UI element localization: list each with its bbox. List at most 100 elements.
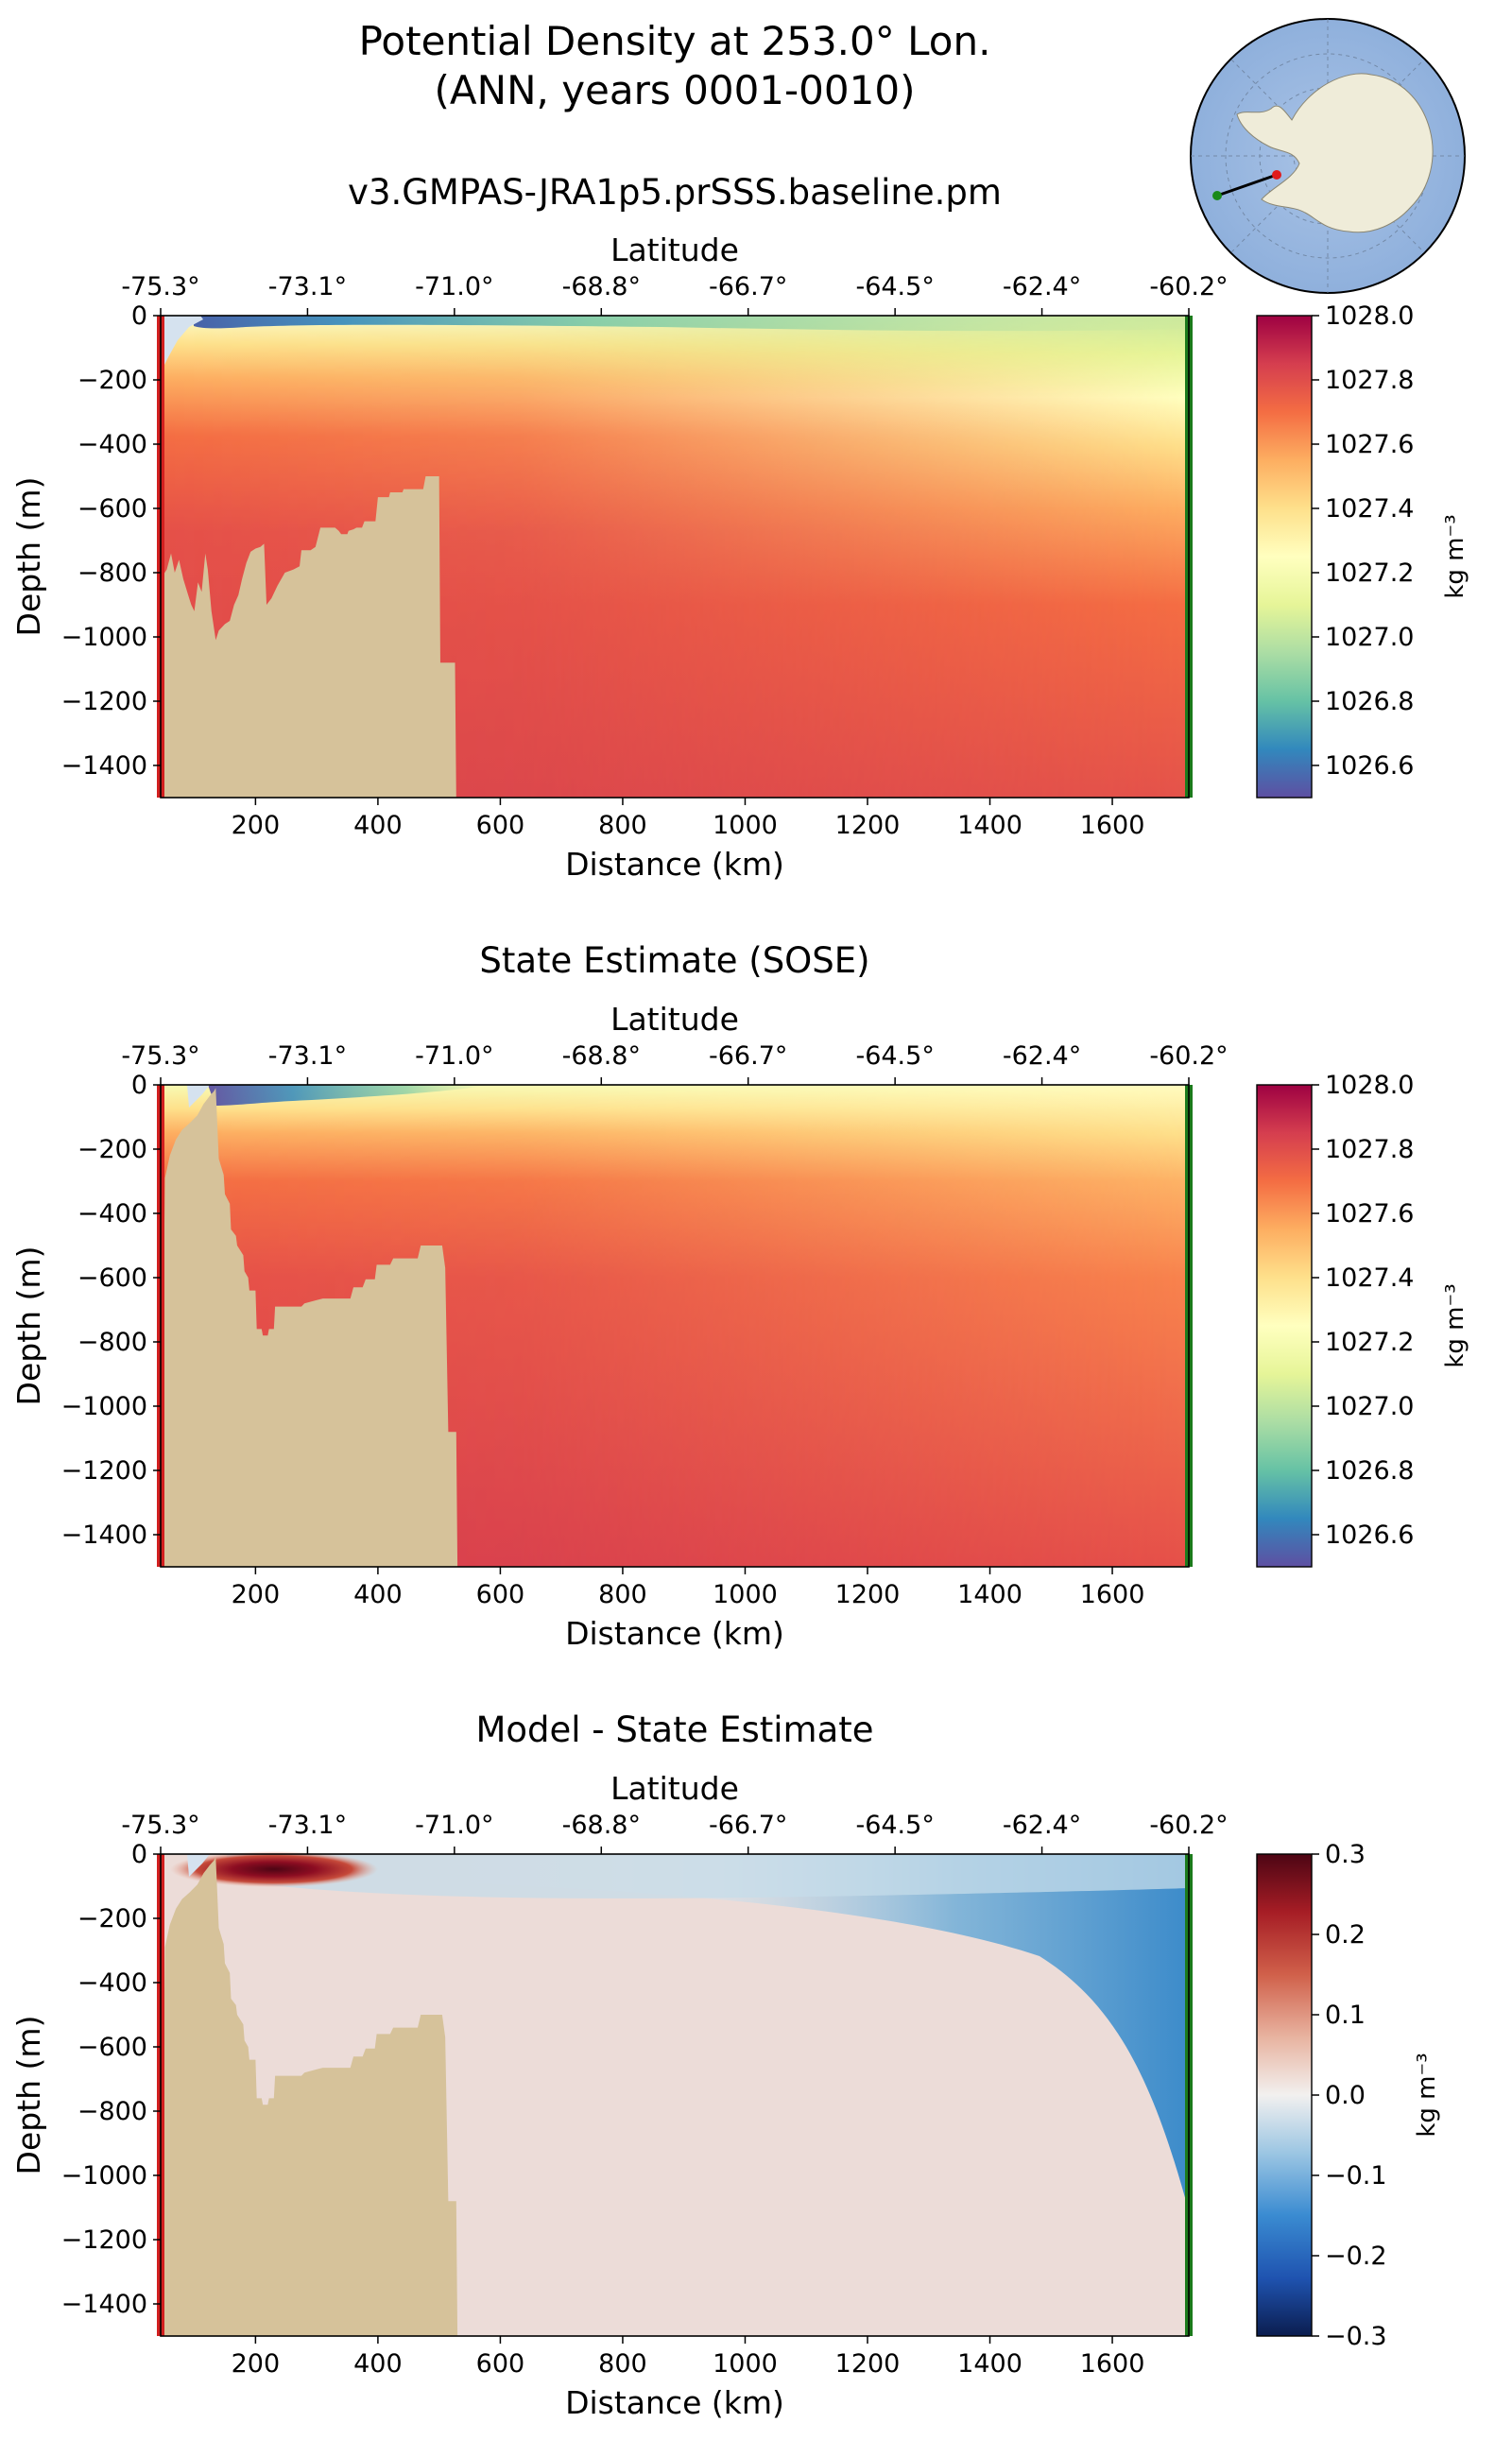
x-tick-label: 1400 xyxy=(957,1580,1022,1609)
lat-tick-label: -68.8° xyxy=(562,1811,641,1840)
colorbar-tick-label: 0.2 xyxy=(1325,1920,1366,1950)
lat-tick-label: -62.4° xyxy=(1003,1041,1081,1071)
y-tick-label: −400 xyxy=(77,1968,147,1998)
colorbar-tick-label: 1027.0 xyxy=(1325,623,1414,652)
top-axis-label: Latitude xyxy=(610,1770,739,1807)
figure-title-line-2: (ANN, years 0001-0010) xyxy=(435,67,916,113)
lat-tick-label: -60.2° xyxy=(1149,1041,1228,1071)
colorbar-tick-label: 1027.4 xyxy=(1325,494,1414,524)
y-tick-label: −200 xyxy=(77,366,147,395)
antarctica-land xyxy=(1236,73,1434,233)
x-tick-label: 1400 xyxy=(957,811,1022,840)
lat-tick-label: -64.5° xyxy=(855,1811,934,1840)
y-tick-label: −1000 xyxy=(61,1392,147,1421)
x-tick-label: 200 xyxy=(232,2349,281,2379)
x-axis-label: Distance (km) xyxy=(565,2384,784,2421)
colorbar-tick-label: 1026.6 xyxy=(1325,1521,1414,1550)
lat-tick-label: -60.2° xyxy=(1149,272,1228,301)
ice-shelf xyxy=(187,1085,210,1108)
x-tick-label: 1000 xyxy=(713,1580,778,1609)
colorbar-tick-label: 1027.2 xyxy=(1325,558,1414,588)
lat-tick-label: -66.7° xyxy=(709,272,787,301)
y-axis-label: Depth (m) xyxy=(10,2016,47,2175)
lat-tick-label: -68.8° xyxy=(562,1041,641,1071)
figure-title-line-1: Potential Density at 253.0° Lon. xyxy=(359,18,991,64)
transect-line xyxy=(1216,173,1278,198)
x-tick-label: 400 xyxy=(353,1580,403,1609)
y-tick-label: −600 xyxy=(77,2033,147,2062)
y-tick-label: −1400 xyxy=(61,751,147,781)
colorbar-tick-label: 1027.8 xyxy=(1325,366,1414,395)
colorbar-label: kg m⁻³ xyxy=(1413,2053,1441,2137)
lat-tick-label: -73.1° xyxy=(268,1041,347,1071)
y-tick-label: −400 xyxy=(77,1199,147,1228)
top-axis-label: Latitude xyxy=(610,1001,739,1038)
transect-start-marker xyxy=(1272,170,1281,180)
colorbar-tick-label: 0.3 xyxy=(1325,1840,1366,1869)
x-tick-label: 200 xyxy=(232,811,281,840)
plot-frame xyxy=(160,1853,1190,2337)
transect-end-marker xyxy=(1212,191,1222,200)
top-axis-label: Latitude xyxy=(610,232,739,268)
y-tick-label: −800 xyxy=(77,1328,147,1357)
lat-tick-label: -60.2° xyxy=(1149,1811,1228,1840)
antarctica-inset-map xyxy=(1190,18,1466,294)
lat-tick-label: -66.7° xyxy=(709,1811,787,1840)
ice-shelf xyxy=(187,1854,210,1877)
y-tick-label: −200 xyxy=(77,1904,147,1933)
lat-tick-label: -66.7° xyxy=(709,1041,787,1071)
surface-light-layer xyxy=(208,1085,491,1106)
y-tick-label: −1200 xyxy=(61,2225,147,2255)
y-tick-label: 0 xyxy=(131,1840,147,1869)
lat-tick-label: -71.0° xyxy=(415,1811,493,1840)
colorbar-tick-label: 0.1 xyxy=(1325,2001,1366,2030)
y-tick-label: 0 xyxy=(131,1071,147,1100)
lat-tick-label: -75.3° xyxy=(121,272,199,301)
y-axis-label: Depth (m) xyxy=(10,1246,47,1406)
colorbar-tick-label: 1027.2 xyxy=(1325,1328,1414,1357)
colorbar-tick-label: 1027.6 xyxy=(1325,1199,1414,1228)
colorbar-tick-label: 1026.8 xyxy=(1325,687,1414,716)
surface-light-layer xyxy=(194,316,1189,332)
x-tick-label: 1600 xyxy=(1080,1580,1145,1609)
lat-tick-label: -62.4° xyxy=(1003,272,1081,301)
panel-title: State Estimate (SOSE) xyxy=(479,940,869,981)
colorbar-tick-label: 1026.8 xyxy=(1325,1456,1414,1486)
y-tick-label: −1200 xyxy=(61,1456,147,1486)
lat-tick-label: -64.5° xyxy=(855,272,934,301)
panel-title: v3.GMPAS-JRA1p5.prSSS.baseline.pm xyxy=(348,172,1002,213)
panel-difference: Model - State Estimate Latitude 200 400 60… xyxy=(10,1710,1441,2421)
lat-tick-label: -75.3° xyxy=(121,1041,199,1071)
y-tick-label: −600 xyxy=(77,494,147,524)
x-tick-label: 600 xyxy=(476,1580,525,1609)
x-tick-label: 1400 xyxy=(957,2349,1022,2379)
y-tick-label: −800 xyxy=(77,558,147,588)
colorbar-tick-label: 1027.4 xyxy=(1325,1263,1414,1293)
colorbar-tick-label: 1026.6 xyxy=(1325,751,1414,781)
x-tick-label: 800 xyxy=(598,1580,647,1609)
x-tick-label: 800 xyxy=(598,2349,647,2379)
lat-tick-label: -73.1° xyxy=(268,1811,347,1840)
colorbar-tick-label: 1027.0 xyxy=(1325,1392,1414,1421)
colorbar-tick-label: 1028.0 xyxy=(1325,301,1414,331)
ice-shelf xyxy=(161,316,203,372)
x-tick-label: 1600 xyxy=(1080,811,1145,840)
surface-negative-anomaly xyxy=(236,1854,1189,1892)
lat-tick-label: -73.1° xyxy=(268,272,347,301)
lat-tick-label: -75.3° xyxy=(121,1811,199,1840)
colorbar xyxy=(1256,1084,1313,1568)
panel-model: v3.GMPAS-JRA1p5.prSSS.baseline.pm Latitu… xyxy=(10,172,1469,883)
lat-tick-label: -68.8° xyxy=(562,272,641,301)
y-tick-label: −1400 xyxy=(61,1521,147,1550)
lat-tick-label: -71.0° xyxy=(415,1041,493,1071)
x-tick-label: 1200 xyxy=(835,1580,901,1609)
x-tick-label: 200 xyxy=(232,1580,281,1609)
y-tick-label: −1000 xyxy=(61,2161,147,2191)
x-tick-label: 600 xyxy=(476,811,525,840)
y-tick-label: −1200 xyxy=(61,687,147,716)
colorbar-tick-label: 1027.8 xyxy=(1325,1135,1414,1164)
y-tick-label: −1400 xyxy=(61,2290,147,2319)
y-tick-label: −400 xyxy=(77,430,147,459)
y-tick-label: −600 xyxy=(77,1263,147,1293)
